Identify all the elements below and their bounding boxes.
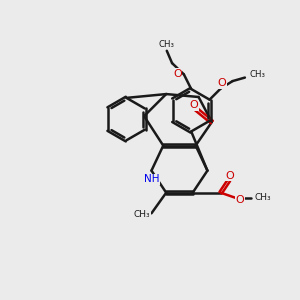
Text: CH₃: CH₃ <box>158 40 174 49</box>
Text: O: O <box>190 100 199 110</box>
Text: O: O <box>225 171 234 181</box>
Text: CH₃: CH₃ <box>249 70 265 79</box>
Text: O: O <box>218 78 226 88</box>
Text: O: O <box>236 195 244 205</box>
Text: NH: NH <box>144 174 160 184</box>
Text: O: O <box>173 69 182 79</box>
Text: CH₃: CH₃ <box>134 210 150 219</box>
Text: CH₃: CH₃ <box>254 194 271 202</box>
